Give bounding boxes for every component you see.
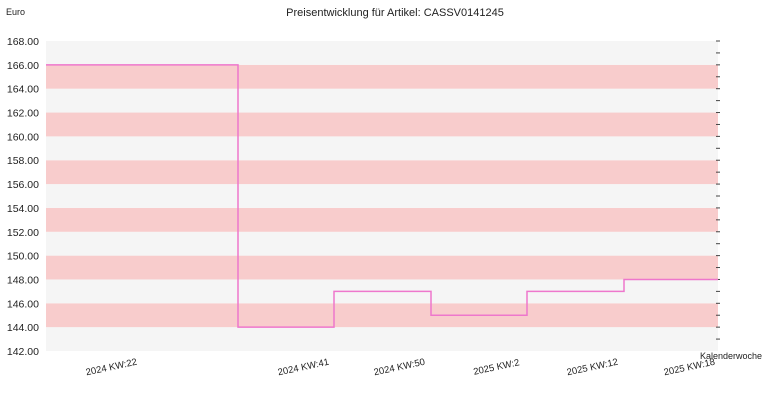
x-tick-label: 2024 KW:41 [277, 357, 330, 379]
y-tick-label: 168.00 [7, 36, 39, 48]
plot-band [46, 88, 718, 113]
y-tick-label: 150.00 [7, 251, 39, 263]
y-tick-label: 154.00 [7, 203, 39, 215]
plot-band [46, 64, 718, 89]
plot-band [46, 160, 718, 185]
price-step-line [46, 64, 718, 328]
y-tick-label: 164.00 [7, 84, 39, 96]
y-tick-label: 166.00 [7, 60, 39, 72]
right-minor-ticks [716, 40, 720, 340]
y-tick-label: 146.00 [7, 298, 39, 310]
y-tick-label: 148.00 [7, 274, 39, 286]
chart-title: Preisentwicklung für Artikel: CASSV01412… [286, 7, 504, 19]
y-axis-label: Euro [6, 7, 25, 17]
y-tick-label: 158.00 [7, 155, 39, 167]
plot-band [46, 303, 718, 328]
plot-band [46, 136, 718, 161]
y-tick-label: 142.00 [7, 346, 39, 358]
plot-bands [46, 41, 718, 351]
x-axis-labels: 2024 KW:22 2024 KW:41 2024 KW:50 2025 KW:2 2… [85, 357, 716, 379]
y-tick-label: 152.00 [7, 227, 39, 239]
plot-band [46, 231, 718, 256]
x-tick-label: 2025 KW:12 [566, 357, 619, 379]
y-tick-label: 162.00 [7, 108, 39, 120]
x-axis-label: Kalenderwoche [700, 351, 762, 361]
plot-band [46, 184, 718, 208]
plot-band [46, 327, 718, 351]
plot-band [46, 207, 718, 232]
y-tick-label: 144.00 [7, 322, 39, 334]
plot-band [46, 112, 718, 137]
plot-band [46, 41, 718, 65]
y-tick-label: 156.00 [7, 179, 39, 191]
x-tick-label: 2024 KW:50 [373, 357, 426, 379]
x-tick-label: 2024 KW:22 [85, 357, 138, 379]
x-tick-label: 2025 KW:2 [472, 357, 520, 377]
plot-band [46, 255, 718, 280]
y-tick-label: 160.00 [7, 131, 39, 143]
y-axis-ticks: 142.00 144.00 146.00 148.00 150.00 152.00 154.… [7, 36, 39, 358]
